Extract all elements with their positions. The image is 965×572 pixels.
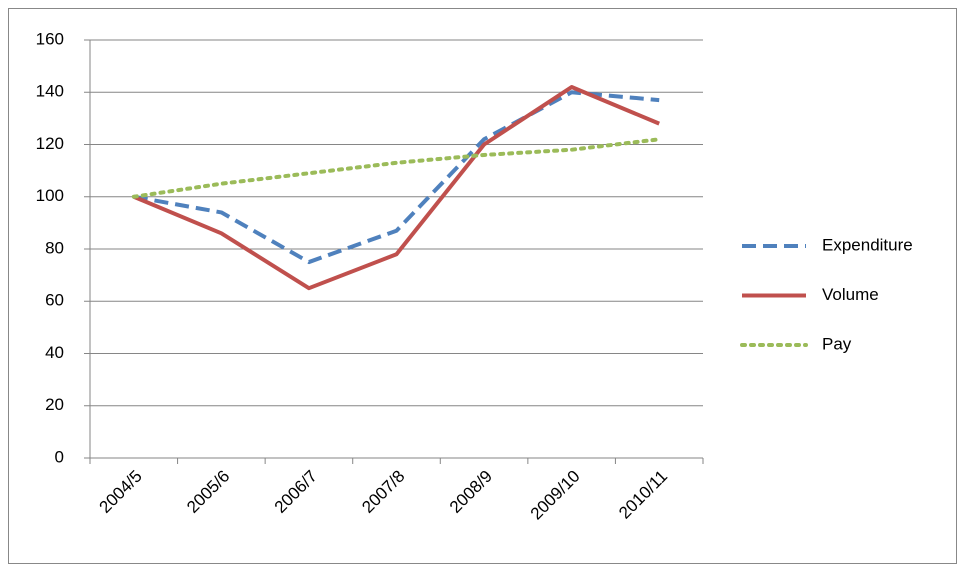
y-tick-label: 20 (45, 395, 64, 414)
legend-label: Volume (822, 285, 879, 304)
legend-label: Expenditure (822, 235, 913, 254)
y-tick-label: 160 (36, 29, 64, 48)
y-tick-label: 140 (36, 82, 64, 101)
y-tick-label: 120 (36, 134, 64, 153)
line-series (133, 85, 660, 291)
y-tick-label: 40 (45, 343, 64, 362)
line-series (131, 137, 662, 199)
y-tick-label: 100 (36, 186, 64, 205)
line-series (133, 90, 660, 265)
y-tick-label: 60 (45, 291, 64, 310)
legend-label: Pay (822, 334, 852, 353)
y-tick-label: 0 (55, 447, 64, 466)
chart-border (8, 8, 957, 564)
y-tick-label: 80 (45, 238, 64, 257)
